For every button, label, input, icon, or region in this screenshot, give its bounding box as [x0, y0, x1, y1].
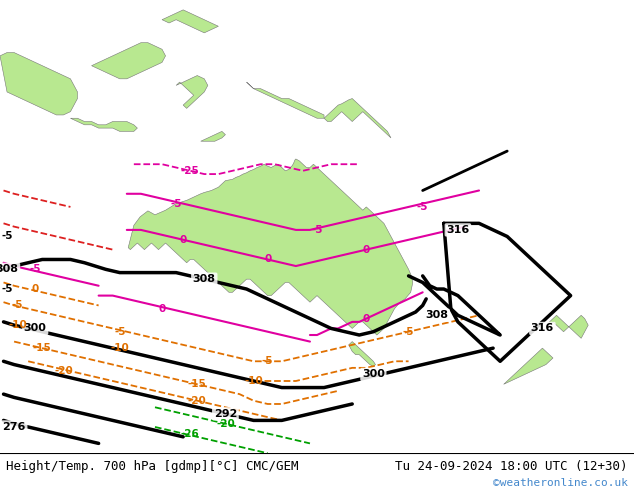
- Polygon shape: [91, 43, 165, 79]
- Text: Tu 24-09-2024 18:00 UTC (12+30): Tu 24-09-2024 18:00 UTC (12+30): [395, 460, 628, 473]
- Text: 308: 308: [193, 274, 216, 284]
- Text: Height/Temp. 700 hPa [gdmp][°C] CMC/GEM: Height/Temp. 700 hPa [gdmp][°C] CMC/GEM: [6, 460, 299, 473]
- Text: -5: -5: [29, 264, 41, 274]
- Text: 316: 316: [531, 323, 554, 333]
- Text: -20: -20: [54, 366, 73, 376]
- Polygon shape: [324, 98, 391, 138]
- Text: -15: -15: [188, 379, 207, 389]
- Text: -5: -5: [262, 356, 273, 367]
- Polygon shape: [128, 159, 413, 335]
- Polygon shape: [503, 348, 553, 384]
- Text: -5: -5: [1, 284, 13, 294]
- Text: -10: -10: [110, 343, 129, 353]
- Text: 0: 0: [264, 254, 271, 265]
- Text: -10: -10: [8, 320, 27, 330]
- Text: 308: 308: [425, 310, 448, 320]
- Text: -25: -25: [181, 166, 200, 176]
- Text: -5: -5: [12, 300, 23, 311]
- Text: -5: -5: [417, 202, 429, 212]
- Text: ©weatheronline.co.uk: ©weatheronline.co.uk: [493, 478, 628, 488]
- Text: -5: -5: [403, 327, 415, 337]
- Polygon shape: [176, 75, 208, 108]
- Text: 308: 308: [0, 264, 18, 274]
- Text: 300: 300: [362, 369, 385, 379]
- Text: 300: 300: [24, 323, 47, 333]
- Text: -15: -15: [33, 343, 51, 353]
- Text: -5: -5: [1, 231, 13, 242]
- Text: 0: 0: [158, 304, 165, 314]
- Polygon shape: [162, 10, 218, 33]
- Text: 0: 0: [179, 235, 187, 245]
- Text: -20: -20: [188, 396, 207, 406]
- Polygon shape: [349, 342, 375, 367]
- Text: -20: -20: [216, 418, 235, 429]
- Text: -5: -5: [171, 198, 182, 209]
- Polygon shape: [70, 118, 138, 131]
- Text: 0: 0: [32, 284, 39, 294]
- Text: 276: 276: [3, 422, 26, 432]
- Text: 316: 316: [446, 225, 470, 235]
- Polygon shape: [547, 315, 588, 338]
- Text: 292: 292: [214, 409, 237, 419]
- Text: 0: 0: [363, 245, 370, 255]
- Text: -5: -5: [114, 327, 126, 337]
- Text: -10: -10: [244, 376, 263, 386]
- Text: -26: -26: [181, 429, 200, 439]
- Polygon shape: [0, 52, 77, 115]
- Text: 0: 0: [363, 314, 370, 323]
- Polygon shape: [201, 131, 226, 141]
- Polygon shape: [247, 82, 324, 118]
- Text: -5: -5: [311, 225, 323, 235]
